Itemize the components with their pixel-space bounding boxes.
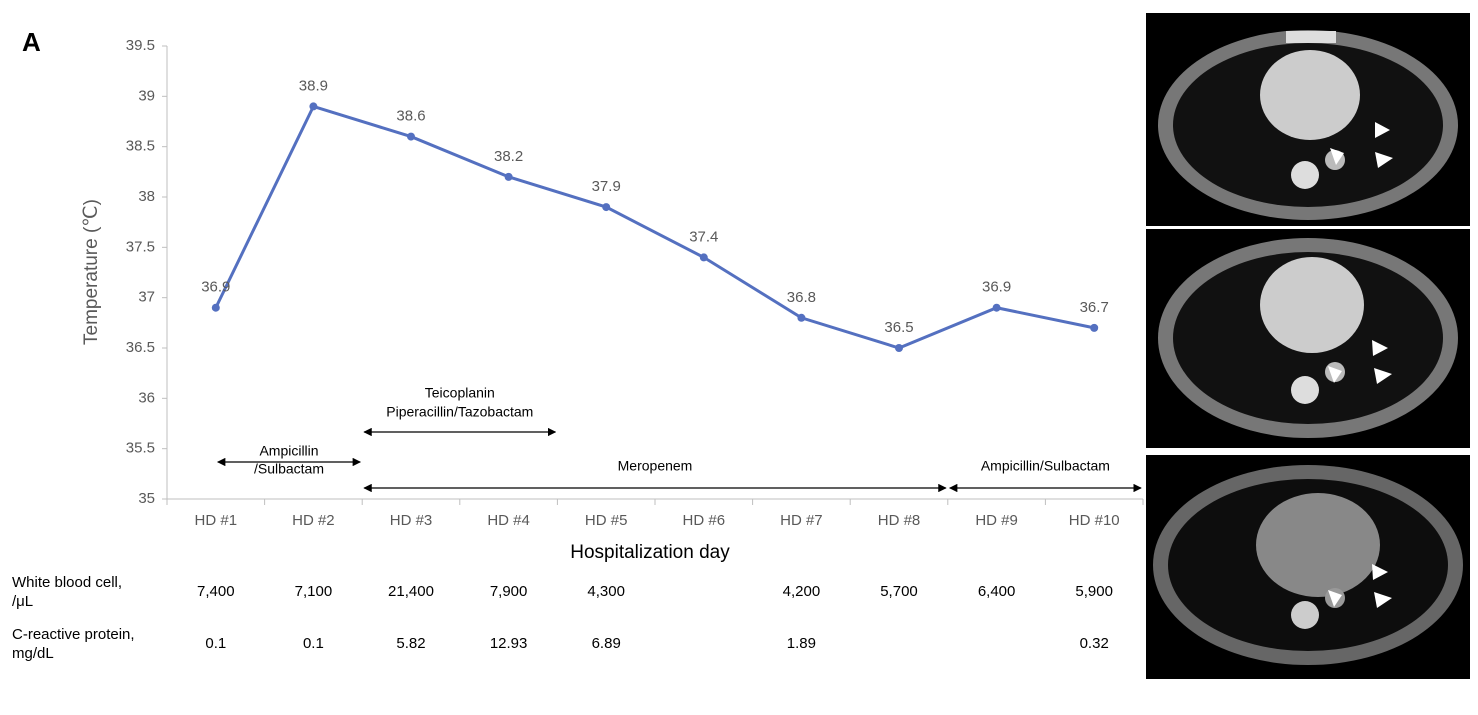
y-tick-label: 36 [138, 389, 155, 406]
marker [797, 313, 806, 322]
treatment-label: /Sulbactam [254, 461, 324, 477]
line [214, 104, 1095, 350]
y-tick-label: 39 [138, 87, 155, 104]
table-cell: 4,200 [783, 583, 821, 600]
x-tick-label: HD #3 [390, 512, 433, 529]
panel-label: A [22, 27, 41, 57]
x-tick-label: HD #10 [1069, 512, 1120, 529]
y-tick-label: 35 [138, 490, 155, 507]
value-label: 37.4 [689, 228, 718, 245]
x-tick-label: HD #2 [292, 512, 335, 529]
table-cell: 5.82 [396, 635, 425, 652]
treatment-label: Meropenem [618, 458, 693, 474]
table-cell: 6.89 [592, 635, 621, 652]
table-cell: 0.1 [205, 635, 226, 652]
y-tick-label: 38.5 [126, 138, 155, 155]
x-tick-label: HD #8 [878, 512, 921, 529]
table-cell: 21,400 [388, 583, 434, 600]
x-tick-label: HD #6 [683, 512, 726, 529]
table-cell: 7,400 [197, 583, 235, 600]
row-label: White blood cell, [12, 574, 122, 591]
treatment-label: Teicoplanin [425, 385, 495, 401]
y-tick-label: 38 [138, 188, 155, 205]
value-label: 36.7 [1080, 299, 1109, 316]
table-cell: 5,700 [880, 583, 918, 600]
panel-label: B [1156, 22, 1175, 52]
row-label: /μL [12, 593, 33, 610]
marker [602, 203, 611, 212]
row-label: mg/dL [12, 645, 54, 662]
table-cell: 4,300 [587, 583, 625, 600]
marker [309, 102, 318, 111]
table-cell: 0.1 [303, 635, 324, 652]
value-label: 38.9 [299, 77, 328, 94]
table-cell: 12.93 [490, 635, 528, 652]
table-cell: 7,900 [490, 583, 528, 600]
treatment-label: Ampicillin/Sulbactam [981, 458, 1110, 474]
table-cell: 0.32 [1080, 635, 1109, 652]
y-tick-label: 36.5 [126, 339, 155, 356]
row-label: C-reactive protein, [12, 626, 135, 643]
value-label: 36.5 [884, 319, 913, 336]
marker [895, 344, 903, 352]
marker [992, 303, 1001, 312]
treatment-label: Piperacillin/Tazobactam [386, 404, 533, 420]
table-cell: 7,100 [295, 583, 333, 600]
ct-images [1146, 13, 1470, 679]
table-cell: 1.89 [787, 635, 816, 652]
value-label: 36.9 [201, 279, 230, 296]
treatment-label: Ampicillin [259, 443, 318, 459]
y-axis-title: Temperature (℃) [81, 199, 102, 345]
x-tick-label: HD #1 [195, 512, 238, 529]
table-cell: 6,400 [978, 583, 1016, 600]
y-tick-label: 37 [138, 289, 155, 306]
value-label: 36.8 [787, 289, 816, 306]
value-label: 38.6 [396, 108, 425, 125]
marker [407, 132, 415, 141]
value-label: 36.9 [982, 279, 1011, 296]
marker [1090, 323, 1099, 332]
marker [211, 303, 220, 312]
marker [699, 253, 708, 262]
x-tick-label: HD #9 [975, 512, 1018, 529]
value-label: 37.9 [592, 178, 621, 195]
value-label: 38.2 [494, 148, 523, 165]
y-tick-label: 39.5 [126, 37, 155, 54]
y-tick-label: 37.5 [126, 238, 155, 255]
x-axis-title: Hospitalization day [570, 542, 730, 563]
x-tick-label: HD #5 [585, 512, 628, 529]
x-tick-label: HD #7 [780, 512, 823, 529]
marker [504, 172, 513, 181]
table-cell: 5,900 [1075, 583, 1113, 600]
x-tick-label: HD #4 [487, 512, 530, 529]
y-tick-label: 35.5 [126, 440, 155, 457]
